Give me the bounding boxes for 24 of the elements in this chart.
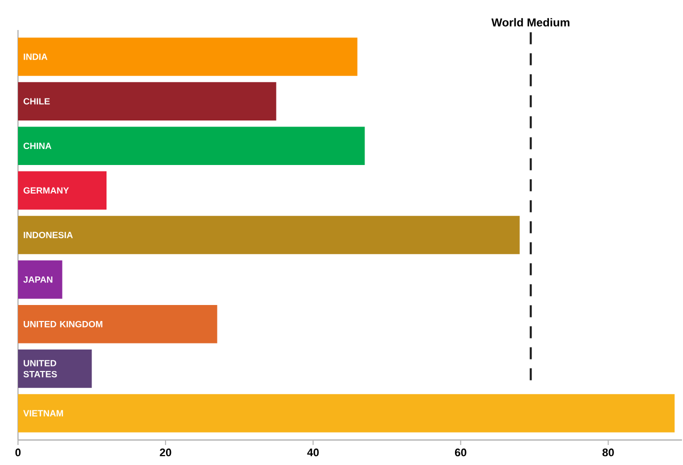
y-tick-label: INDIA <box>24 54 48 60</box>
bar <box>18 394 675 432</box>
x-tick-label: 20 <box>160 448 172 456</box>
x-tick-label: 60 <box>454 448 466 456</box>
x-tick-label: 40 <box>307 448 319 456</box>
y-tick-label: VIETNAM <box>23 410 63 416</box>
y-tick-label: GERMANY <box>24 187 69 194</box>
y-tick-label: UNITED KINGDOM <box>24 320 102 328</box>
ref-line-label: World Medium <box>491 18 570 26</box>
bar <box>18 350 92 388</box>
bar <box>18 304 218 344</box>
y-tick-label: UNITED STATES <box>23 360 57 378</box>
y-tick-label: CHILE <box>24 98 50 104</box>
x-tick-label: 80 <box>602 448 614 456</box>
bar <box>18 38 358 76</box>
bar <box>18 216 520 254</box>
y-tick-label: CHINA <box>24 142 52 150</box>
bar <box>18 260 62 299</box>
x-tick-label: 0 <box>15 448 21 456</box>
bar <box>18 126 365 166</box>
y-tick-label: JAPAN <box>23 276 52 283</box>
bar <box>18 171 107 210</box>
bar <box>18 82 276 120</box>
y-tick-label: INDONESIA <box>24 232 73 238</box>
